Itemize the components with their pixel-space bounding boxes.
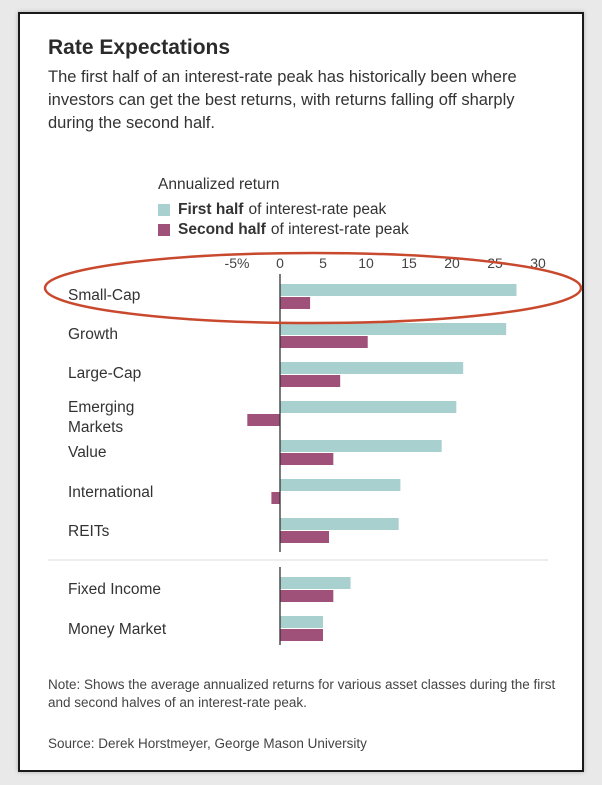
bar-second-half-money-market — [280, 629, 323, 641]
bar-second-half-value — [280, 453, 334, 465]
x-tick-label: 10 — [358, 255, 374, 271]
bar-second-half-fixed-income — [280, 590, 334, 602]
category-label-fixed-income: Fixed Income — [68, 581, 161, 598]
legend-series-suffix: of interest-rate peak — [270, 221, 409, 238]
bar-first-half-international — [280, 479, 401, 491]
bar-first-half-money-market — [280, 616, 323, 628]
x-tick-label: 5 — [319, 255, 327, 271]
legend-series-name: Second half — [178, 221, 266, 238]
chart-subtitle: The first half of an interest-rate peak … — [48, 68, 517, 132]
bar-first-half-value — [280, 440, 442, 452]
bar-second-half-international — [271, 492, 280, 504]
legend-item-first-half: First half of interest-rate peak — [158, 201, 386, 219]
bar-first-half-fixed-income — [280, 577, 351, 589]
bar-first-half-emerging-markets — [280, 401, 457, 413]
highlight-ellipse-small-cap — [43, 251, 583, 325]
bar-first-half-growth — [280, 323, 507, 335]
bar-second-half-growth — [280, 336, 368, 348]
chart-card — [18, 12, 584, 772]
legend-series-name: First half — [178, 201, 244, 218]
category-label-reits: REITs — [68, 523, 110, 540]
bar-second-half-emerging-markets — [247, 414, 280, 426]
legend-swatch-second-half — [158, 224, 170, 236]
x-tick-label: 15 — [401, 255, 417, 271]
legend-series-suffix: of interest-rate peak — [248, 201, 387, 218]
chart-note: Note: Shows the average annualized retur… — [48, 677, 556, 710]
bar-first-half-large-cap — [280, 362, 464, 374]
bar-first-half-small-cap — [280, 284, 517, 296]
category-label-emerging-markets: Emerging Markets — [68, 399, 134, 436]
legend-title: Annualized return — [158, 176, 280, 193]
category-label-growth: Growth — [68, 326, 118, 343]
bar-second-half-large-cap — [280, 375, 341, 387]
chart-title: Rate Expectations — [48, 36, 231, 59]
category-label-large-cap: Large-Cap — [68, 365, 141, 382]
bar-second-half-reits — [280, 531, 330, 543]
category-label-international: International — [68, 484, 153, 501]
bar-first-half-reits — [280, 518, 399, 530]
legend-swatch-first-half — [158, 204, 170, 216]
legend-item-second-half: Second half of interest-rate peak — [158, 221, 409, 239]
bar-second-half-small-cap — [280, 297, 311, 309]
category-label-value: Value — [68, 444, 107, 461]
category-label-money-market: Money Market — [68, 621, 167, 638]
x-tick-label: 0 — [276, 255, 284, 271]
category-label-small-cap: Small-Cap — [68, 287, 140, 304]
x-tick-label: -5% — [225, 255, 250, 271]
chart-source: Source: Derek Horstmeyer, George Mason U… — [48, 736, 367, 751]
